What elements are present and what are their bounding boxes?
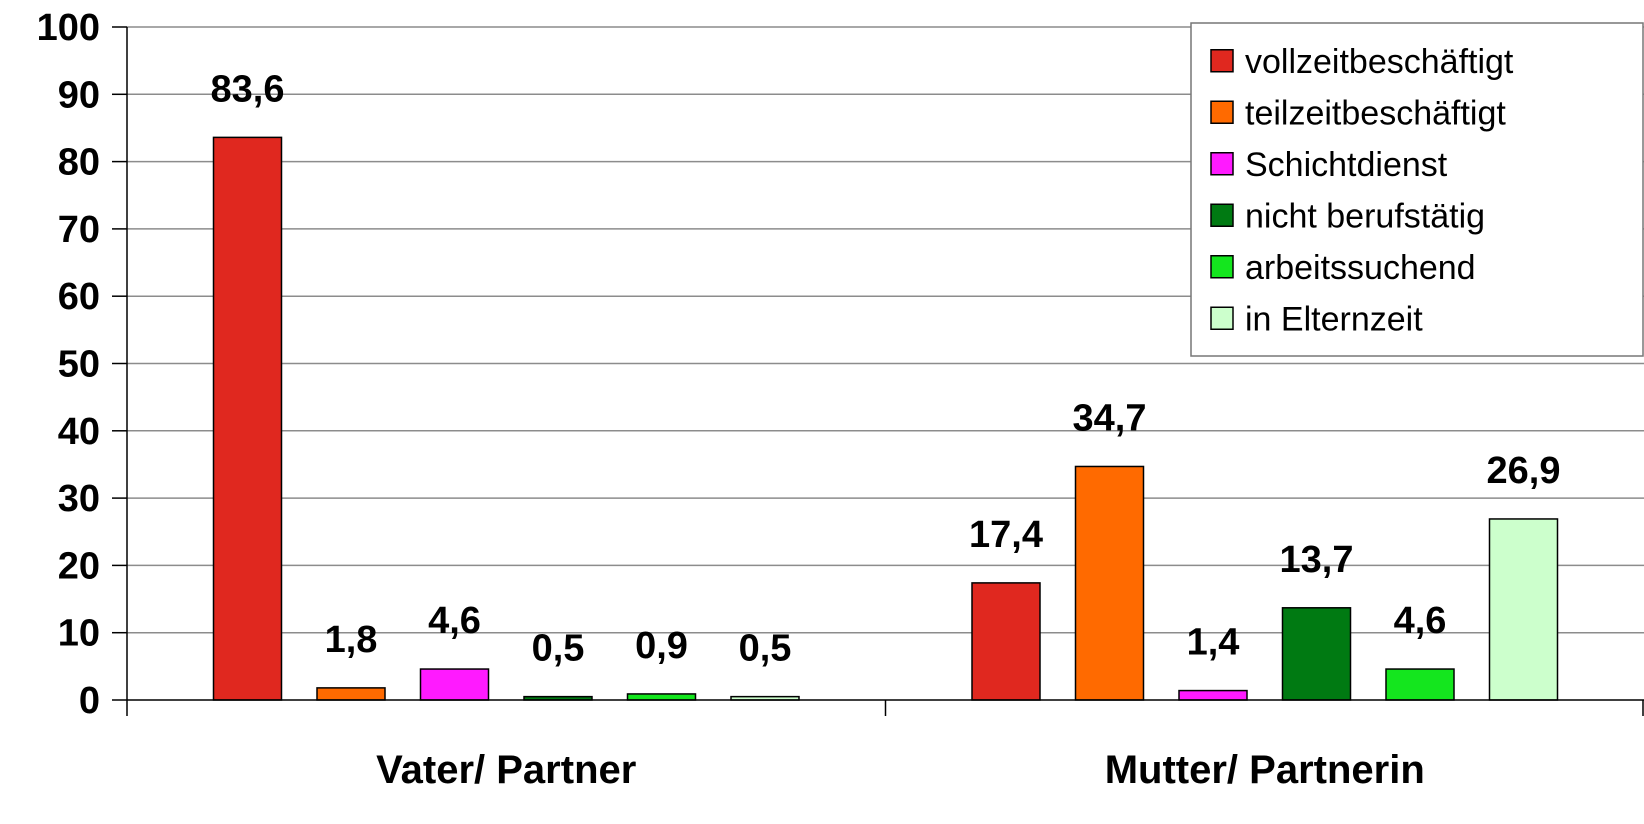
data-label: 83,6 <box>211 68 285 110</box>
axes <box>112 26 1644 716</box>
y-tick-label: 70 <box>58 209 100 251</box>
data-label: 4,6 <box>1394 600 1447 642</box>
y-tick-label: 20 <box>58 545 100 587</box>
legend-label: teilzeitbeschäftigt <box>1245 94 1506 132</box>
y-tick-label: 40 <box>58 411 100 453</box>
y-tick-label: 100 <box>37 7 100 49</box>
y-tick-label: 30 <box>58 478 100 520</box>
category-label: Vater/ Partner <box>376 748 636 792</box>
legend-swatch <box>1210 255 1234 279</box>
y-tick-label: 50 <box>58 344 100 386</box>
bar <box>1385 668 1455 701</box>
y-tick-label: 90 <box>58 74 100 116</box>
legend-swatch <box>1210 203 1234 227</box>
y-tick-label: 80 <box>58 142 100 184</box>
data-label: 26,9 <box>1487 450 1561 492</box>
data-label: 0,9 <box>635 625 688 667</box>
bar <box>419 668 490 701</box>
category-labels: Vater/ Partner Mutter/ Partnerin <box>376 748 1425 792</box>
data-label: 1,4 <box>1187 622 1240 664</box>
data-label: 17,4 <box>969 514 1043 556</box>
bar <box>1074 465 1145 701</box>
bar <box>1281 607 1352 701</box>
legend-label: Schichtdienst <box>1245 146 1448 184</box>
bar <box>316 687 386 701</box>
legend: vollzeitbeschäftigt teilzeitbeschäftigt Sc… <box>1190 22 1644 357</box>
legend-swatch <box>1210 152 1234 176</box>
legend-swatch <box>1210 100 1234 124</box>
bar <box>212 136 283 701</box>
legend-label: arbeitssuchend <box>1245 249 1476 287</box>
bar <box>971 582 1041 701</box>
data-label: 13,7 <box>1280 539 1354 581</box>
bars <box>212 136 1559 701</box>
bar <box>1178 689 1248 701</box>
y-tick-label: 10 <box>58 613 100 655</box>
legend-label: vollzeitbeschäftigt <box>1245 43 1514 81</box>
data-labels: 83,6 1,8 4,6 0,5 0,9 0,5 17,4 34,7 1,4 13,7 4,6 26,… <box>211 68 1561 669</box>
category-label: Mutter/ Partnerin <box>1105 748 1425 792</box>
legend-label: in Elternzeit <box>1245 300 1423 338</box>
y-tick-labels: 0 10 20 30 40 50 60 70 80 90 100 <box>37 7 100 722</box>
bar <box>626 693 697 701</box>
bar <box>1488 518 1559 701</box>
legend-swatch <box>1210 306 1234 330</box>
y-tick-label: 60 <box>58 276 100 318</box>
data-label: 0,5 <box>739 628 792 670</box>
legend-label: nicht berufstätig <box>1245 197 1485 235</box>
data-label: 1,8 <box>325 619 378 661</box>
y-tick-label: 0 <box>79 680 100 722</box>
legend-swatch <box>1210 49 1234 73</box>
data-label: 4,6 <box>428 600 481 642</box>
legend-box <box>1190 22 1644 357</box>
data-label: 34,7 <box>1073 397 1147 439</box>
data-label: 0,5 <box>532 628 585 670</box>
